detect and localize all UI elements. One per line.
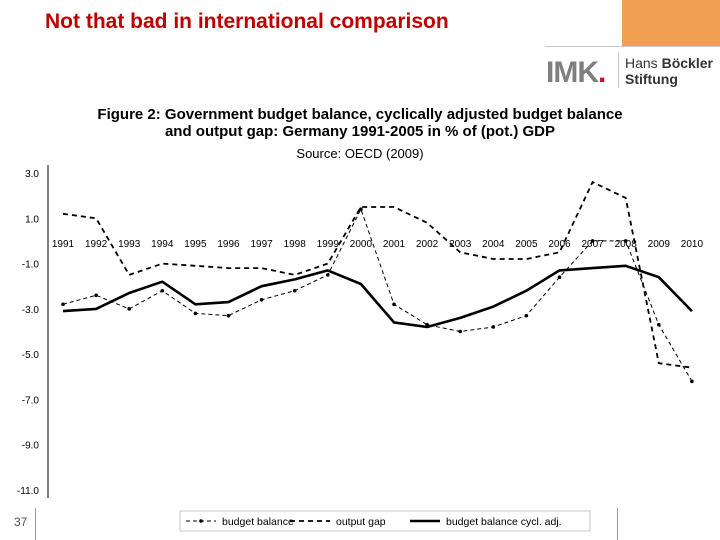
x-tick-label: 1992 [85,239,108,250]
data-point [690,379,694,384]
y-tick-label: -7.0 [22,395,40,406]
data-point [127,307,131,311]
imk-logo-dot: . [598,56,606,89]
legend-marker [199,519,203,523]
x-tick-label: 2010 [681,239,704,250]
x-tick-label: 1991 [52,239,75,250]
legend-label: budget balance cycl. adj. [446,516,562,528]
x-tick-label: 2002 [416,239,439,250]
legend-label: budget balance [222,516,294,528]
figure-source: Source: OECD (2009) [296,146,424,161]
data-point [193,311,198,316]
imk-logo: IMK. [546,56,606,90]
hans-boeckler-logo: Hans Böckler Stiftung [625,55,713,87]
series-line-budget-balance-cycl-adj- [62,264,693,329]
footer-left-rule [35,508,36,540]
data-point [326,273,330,277]
data-point [623,239,628,243]
data-point [259,298,264,302]
header-divider [545,46,720,47]
figure-title: Figure 2: Government budget balance, cyc… [60,106,660,140]
x-tick-label: 2003 [449,239,472,250]
y-tick-label: -9.0 [22,441,40,452]
x-tick-label: 1993 [118,239,141,250]
y-tick-label: -3.0 [22,305,40,316]
y-tick-label: -5.0 [22,350,40,361]
y-tick-label: -11.0 [17,486,39,497]
slide-title: Not that bad in international comparison [45,10,449,33]
x-tick-label: 2005 [515,239,538,250]
hb-logo-stiftung: Stiftung [625,71,678,87]
data-point [94,293,98,298]
series-line-output-gap [62,180,693,369]
page-number: 37 [14,515,28,529]
data-point [557,275,562,279]
y-tick-label: 3.0 [25,169,39,180]
data-point [657,322,661,327]
footer-right-rule [617,508,618,540]
x-tick-label: 2001 [383,239,406,250]
data-point [458,329,463,334]
figure-title-line2: and output gap: Germany 1991-2005 in % o… [164,123,556,140]
y-tick-label: 1.0 [25,214,39,225]
data-point [226,313,231,318]
x-tick-label: 2004 [482,239,505,250]
series-line-budget-balance [62,207,693,382]
y-tick-label: -1.0 [22,260,40,271]
hb-logo-hans: Hans [625,55,662,71]
logo-orange-tab [622,0,720,46]
legend-box [179,510,591,532]
legend-label: output gap [336,516,386,528]
x-tick-label: 2007 [581,239,604,250]
x-tick-label: 1996 [217,239,240,250]
figure-title-line1: Figure 2: Government budget balance, cyc… [97,106,623,123]
x-tick-label: 1998 [284,239,307,250]
x-tick-label: 2000 [350,239,373,250]
x-tick-label: 1997 [250,239,273,250]
x-tick-label: 2008 [615,239,638,250]
x-tick-label: 2006 [548,239,571,250]
data-point [160,288,165,293]
hb-logo-boeckler: Böckler [661,55,713,71]
x-tick-label: 2009 [648,239,671,250]
data-point [61,302,65,307]
data-point [524,313,529,318]
logo-separator [618,52,619,88]
data-point [590,239,595,243]
data-point [292,288,297,293]
data-point [392,302,396,307]
x-tick-label: 1995 [184,239,207,250]
imk-logo-text: IMK [546,56,599,89]
data-point [491,325,496,329]
x-tick-label: 1999 [317,239,340,250]
x-tick-label: 1994 [151,239,174,250]
